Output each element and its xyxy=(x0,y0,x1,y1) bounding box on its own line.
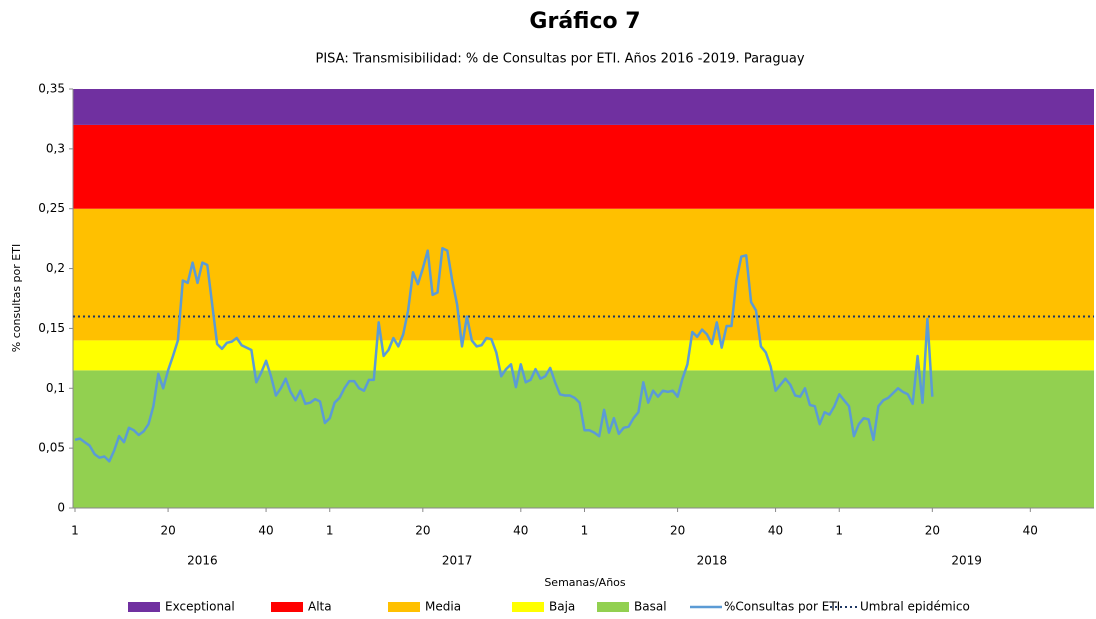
y-tick-label: 0,05 xyxy=(38,441,65,455)
x-tick-label: 20 xyxy=(670,524,685,538)
x-tick-label: 40 xyxy=(513,524,528,538)
y-tick-label: 0,3 xyxy=(46,141,65,155)
threshold-band xyxy=(73,124,1094,209)
y-tick-label: 0,35 xyxy=(38,82,65,96)
y-tick-label: 0 xyxy=(57,501,65,515)
legend-swatch xyxy=(271,602,303,612)
y-tick-label: 0,25 xyxy=(38,201,65,215)
threshold-band xyxy=(73,89,1094,125)
legend-swatch xyxy=(128,602,160,612)
x-tick-label: 40 xyxy=(768,524,783,538)
x-tick-label: 40 xyxy=(1023,524,1038,538)
legend-label: Alta xyxy=(308,600,332,614)
legend-swatch xyxy=(388,602,420,612)
legend-label: Baja xyxy=(549,600,575,614)
year-label: 2019 xyxy=(951,554,982,568)
x-tick-label: 1 xyxy=(326,524,334,538)
x-tick-label: 20 xyxy=(415,524,430,538)
year-label: 2017 xyxy=(442,554,473,568)
year-label: 2018 xyxy=(697,554,728,568)
x-tick-label: 40 xyxy=(258,524,273,538)
x-tick-label: 1 xyxy=(835,524,843,538)
x-tick-label: 20 xyxy=(160,524,175,538)
x-tick-label: 20 xyxy=(925,524,940,538)
threshold-band xyxy=(73,370,1094,508)
x-tick-label: 1 xyxy=(581,524,589,538)
data-line xyxy=(74,246,934,463)
threshold-band xyxy=(73,208,1094,341)
year-label: 2016 xyxy=(187,554,218,568)
x-axis-label: Semanas/Años xyxy=(544,576,626,589)
chart-title: Gráfico 7 xyxy=(529,9,640,34)
legend-label: %Consultas por ETI xyxy=(724,600,840,614)
x-tick-label: 1 xyxy=(71,524,79,538)
legend-swatch xyxy=(512,602,544,612)
chart-subtitle: PISA: Transmisibilidad: % de Consultas p… xyxy=(315,52,804,67)
y-tick-label: 0,2 xyxy=(46,261,65,275)
legend-label: Umbral epidémico xyxy=(860,600,970,614)
legend-swatch xyxy=(597,602,629,612)
y-tick-label: 0,1 xyxy=(46,381,65,395)
y-axis-label: % consultas por ETI xyxy=(10,244,23,352)
legend-label: Exceptional xyxy=(165,600,235,614)
y-tick-label: 0,15 xyxy=(38,321,65,335)
legend-label: Media xyxy=(425,600,461,614)
legend-label: Basal xyxy=(634,600,667,614)
